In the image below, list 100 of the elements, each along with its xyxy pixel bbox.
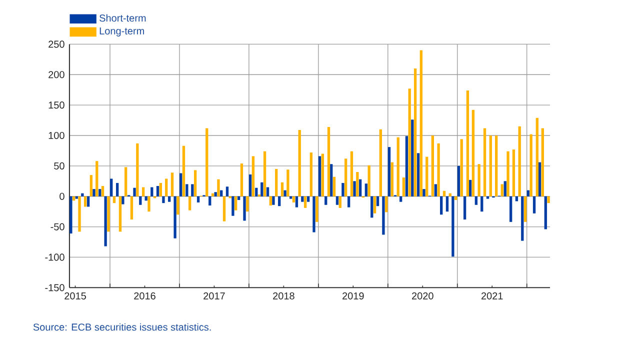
bar — [232, 196, 234, 216]
bar — [194, 170, 197, 196]
y-tick-label: -150 — [45, 284, 64, 292]
bar — [107, 196, 110, 232]
bar — [509, 196, 512, 222]
bar — [176, 196, 180, 215]
bar — [78, 196, 81, 232]
bar — [156, 186, 160, 196]
bar — [90, 175, 93, 196]
bar — [84, 196, 87, 207]
bar — [495, 135, 498, 196]
bar — [332, 176, 336, 196]
bar — [399, 196, 402, 202]
bar — [301, 196, 304, 202]
bar — [408, 88, 411, 196]
bar — [474, 196, 478, 205]
bar — [222, 196, 226, 222]
bar — [278, 196, 281, 206]
bar — [388, 147, 391, 196]
bar — [112, 196, 116, 204]
bar — [506, 151, 510, 196]
bar — [133, 188, 136, 196]
bar — [170, 172, 174, 196]
bar — [350, 151, 354, 196]
bar — [347, 196, 350, 208]
bar — [292, 196, 296, 202]
bar — [402, 177, 406, 196]
bar — [472, 110, 475, 196]
bar — [92, 189, 96, 196]
bar — [460, 139, 463, 196]
bar — [338, 196, 342, 208]
bar — [318, 156, 322, 196]
bar — [306, 196, 310, 202]
bar — [142, 187, 145, 196]
bar — [324, 196, 328, 205]
bar — [405, 136, 408, 196]
bar — [521, 196, 524, 241]
bar — [457, 166, 460, 196]
bar — [248, 174, 252, 196]
bar — [466, 90, 470, 196]
bar — [376, 196, 380, 206]
bar — [289, 196, 292, 199]
y-tick-label: 250 — [48, 40, 64, 48]
bar — [463, 196, 466, 220]
bar — [426, 156, 428, 196]
bar — [295, 196, 298, 208]
bar — [434, 184, 437, 196]
bar — [541, 128, 544, 196]
bar — [480, 196, 484, 212]
y-tick-label: 50 — [54, 162, 64, 170]
bar — [442, 190, 446, 196]
bar — [275, 168, 278, 196]
bar — [489, 135, 492, 196]
bar — [448, 193, 452, 196]
bar — [486, 196, 490, 199]
bar — [316, 196, 318, 222]
bar — [358, 179, 362, 196]
bar — [182, 146, 186, 196]
bar — [364, 184, 368, 196]
bar — [416, 153, 420, 196]
bar — [483, 128, 486, 196]
bar — [86, 196, 90, 207]
y-tick-label: 100 — [48, 132, 64, 140]
bar — [124, 167, 128, 196]
bar — [234, 196, 238, 210]
bar — [452, 196, 454, 257]
bar — [101, 186, 104, 196]
bar — [414, 68, 417, 196]
bar — [272, 196, 275, 205]
bar — [220, 190, 223, 196]
bar — [174, 196, 176, 238]
bar — [168, 196, 171, 202]
bar — [370, 196, 374, 218]
bar — [150, 187, 154, 196]
bar — [188, 196, 192, 210]
bar — [217, 179, 220, 196]
bar — [70, 196, 72, 234]
bar — [284, 190, 286, 196]
x-tick-label: 2015 — [64, 292, 86, 300]
x-tick-label: 2020 — [412, 292, 434, 300]
bar — [336, 196, 339, 205]
bar — [165, 178, 168, 196]
bar — [186, 184, 188, 196]
legend-label: Long-term — [100, 28, 144, 36]
y-tick-label: 150 — [48, 102, 64, 109]
bar — [208, 196, 212, 206]
bar — [269, 196, 272, 206]
bar — [382, 196, 385, 235]
x-tick-label: 2019 — [342, 292, 364, 300]
bar — [104, 196, 107, 246]
bar — [344, 158, 348, 196]
x-tick-label: 2017 — [204, 292, 225, 300]
bar — [390, 162, 394, 196]
bar — [422, 189, 426, 196]
bar — [321, 154, 324, 196]
y-tick-label: 0 — [60, 192, 64, 200]
bar — [440, 196, 443, 215]
bar — [162, 196, 165, 204]
y-tick-label: -100 — [45, 254, 64, 261]
bar — [356, 172, 359, 196]
